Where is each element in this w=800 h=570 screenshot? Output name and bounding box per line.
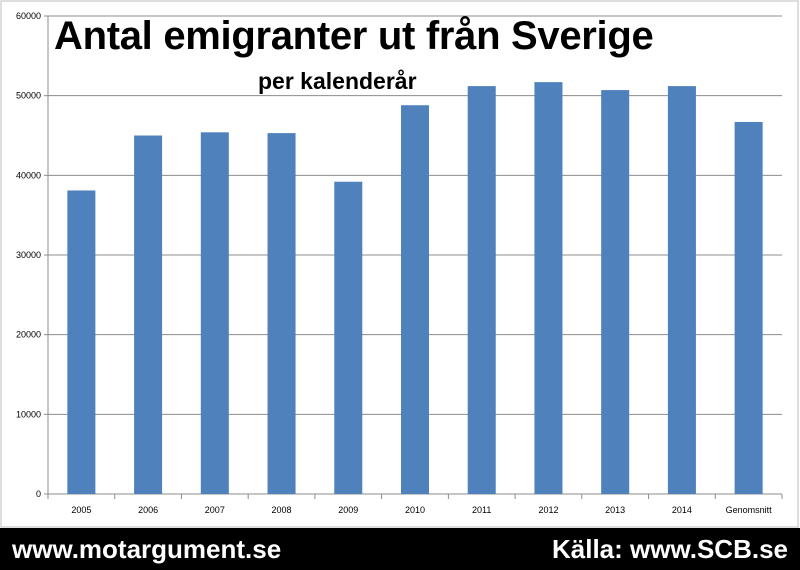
chart-title: Antal emigranter ut från Sverige (54, 14, 654, 58)
bar (200, 132, 229, 494)
x-tick-label: Genomsnitt (726, 505, 773, 515)
bar (667, 86, 696, 495)
y-tick-label: 30000 (16, 250, 41, 260)
x-tick-label: 2012 (538, 505, 558, 515)
chart-border (0, 0, 799, 528)
y-tick-label: 0 (36, 489, 41, 499)
y-tick-label: 60000 (16, 11, 41, 21)
x-tick-label: 2013 (605, 505, 625, 515)
x-tick-label: 2008 (272, 505, 292, 515)
bar-chart: 0 10000 20000 30000 40000 50000 60000 2005 2006 2… (0, 0, 799, 528)
bar (134, 135, 163, 494)
x-tick-label: 2010 (405, 505, 425, 515)
bar (400, 105, 430, 494)
footer-source: Källa: www.SCB.se (552, 534, 788, 564)
x-tick-label: 2005 (71, 505, 91, 515)
y-tick-label: 10000 (16, 409, 41, 419)
x-tick-label: 2006 (138, 505, 158, 515)
bar (467, 86, 496, 495)
bar (67, 190, 96, 494)
bar (334, 181, 363, 494)
y-tick-label: 20000 (16, 330, 41, 340)
y-tick-label: 50000 (16, 91, 41, 101)
bar (534, 82, 563, 494)
footer-website: www.motargument.se (12, 534, 282, 564)
chart-frame: 0 10000 20000 30000 40000 50000 60000 2005 2006 2… (0, 0, 800, 528)
chart-subtitle: per kalenderår (258, 68, 417, 94)
x-tick-label: 2011 (472, 505, 491, 515)
footer-banner: www.motargument.se Källa: www.SCB.se (0, 528, 800, 570)
x-tick-label: 2009 (338, 505, 358, 515)
bar (601, 90, 630, 494)
x-tick-label: 2014 (672, 505, 692, 515)
bar (734, 121, 763, 494)
x-tick-label: 2007 (205, 505, 225, 515)
y-tick-label: 40000 (16, 170, 41, 180)
bar (267, 133, 296, 495)
